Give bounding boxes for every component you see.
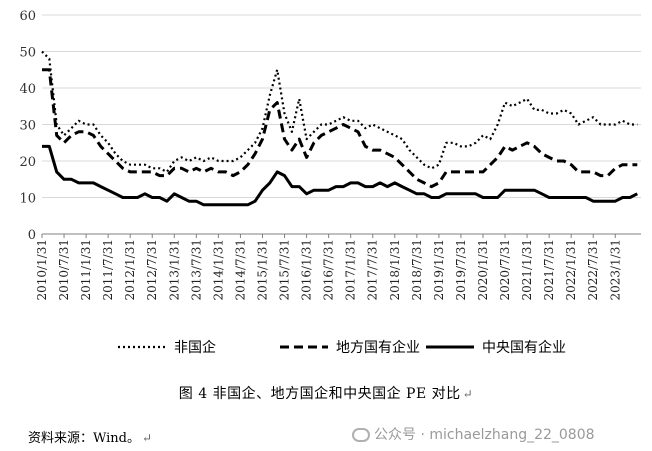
- watermark-text: 公众号 · michaelzhang_22_0808: [374, 427, 595, 443]
- watermark: 公众号 · michaelzhang_22_0808: [352, 424, 595, 444]
- y-axis: 0 10 20 30 40 50 60: [19, 9, 36, 243]
- x-tick-label: 2013/7/31: [189, 239, 203, 301]
- figure-caption: 图 4 非国企、地方国企和中央国企 PE 对比 ↵: [0, 383, 652, 403]
- x-tick-label: 2021/1/31: [520, 239, 534, 301]
- x-tick-label: 2018/7/31: [410, 239, 424, 301]
- x-tick-label: 2014/1/31: [211, 239, 225, 301]
- y-tick-label: 40: [19, 82, 36, 97]
- x-tick-label: 2015/1/31: [255, 239, 269, 301]
- x-tick-label: 2022/1/31: [564, 239, 578, 301]
- legend-label-3: 中央国有企业: [482, 339, 566, 356]
- x-tick-label: 2010/1/31: [35, 239, 49, 301]
- series-line-3: [42, 144, 638, 207]
- y-tick-label: 20: [19, 155, 36, 170]
- x-tick-label: 2017/1/31: [344, 239, 358, 301]
- y-tick-label: 30: [19, 119, 36, 134]
- x-tick-label: 2017/7/31: [366, 239, 380, 301]
- x-tick-label: 2012/7/31: [145, 239, 159, 301]
- wechat-icon: [352, 428, 370, 442]
- x-tick-label: 2019/7/31: [454, 239, 468, 301]
- y-tick-label: 10: [19, 192, 36, 207]
- x-axis: 2010/1/31 2010/7/31 2011/1/31 2011/7/31 2012…: [35, 233, 641, 301]
- legend: 非国企 地方国有企业 中央国有企业: [118, 339, 566, 356]
- series-line-2: [42, 68, 638, 189]
- return-mark: ↵: [142, 431, 153, 445]
- series-lines: [41, 50, 638, 207]
- x-tick-label: 2015/7/31: [278, 239, 292, 301]
- pe-line-chart: 0 10 20 30 40 50 60 2010/1/31 2010/7/31 2011/1/3…: [19, 9, 641, 356]
- x-tick-label: 2019/1/31: [432, 239, 446, 301]
- legend-label-1: 非国企: [174, 339, 216, 356]
- x-tick-label: 2014/7/31: [233, 239, 247, 301]
- x-tick-label: 2023/1/31: [608, 239, 622, 301]
- series-line-1: [41, 50, 638, 173]
- x-tick-label: 2012/1/31: [123, 239, 137, 301]
- x-tick-label: 2020/1/31: [476, 239, 490, 301]
- x-tick-label: 2021/7/31: [542, 239, 556, 301]
- caption-text: 图 4 非国企、地方国企和中央国企 PE 对比: [178, 386, 461, 402]
- return-mark: ↵: [462, 387, 474, 401]
- x-tick-label: 2011/7/31: [101, 239, 115, 301]
- y-gridlines: [42, 14, 641, 198]
- x-tick-label: 2016/1/31: [300, 239, 314, 301]
- y-tick-label: 50: [19, 46, 36, 61]
- source-note: 资料来源：Wind。 ↵: [28, 427, 152, 446]
- legend-label-2: 地方国有企业: [336, 339, 420, 356]
- x-tick-label: 2022/7/31: [586, 239, 600, 301]
- x-tick-label: 2011/1/31: [79, 239, 93, 301]
- y-tick-label: 0: [28, 228, 36, 243]
- x-tick-label: 2018/1/31: [388, 239, 402, 301]
- x-tick-label: 2020/7/31: [498, 239, 512, 301]
- source-text: 资料来源：Wind。: [28, 431, 140, 446]
- x-tick-label: 2010/7/31: [57, 239, 71, 301]
- x-tick-label: 2016/7/31: [322, 239, 336, 301]
- y-tick-label: 60: [19, 9, 36, 24]
- x-tick-label: 2013/1/31: [167, 239, 181, 301]
